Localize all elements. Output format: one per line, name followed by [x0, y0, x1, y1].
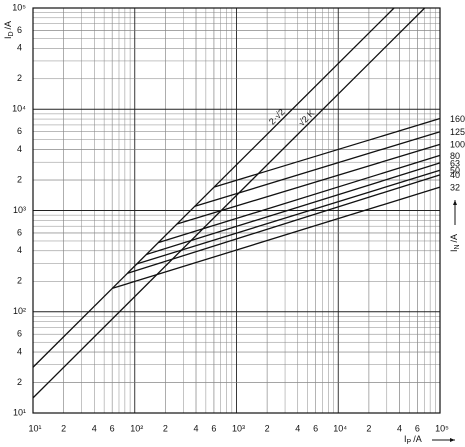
- series-label: 160: [450, 114, 465, 124]
- series-line: [194, 131, 441, 207]
- y-tick-label: 6: [17, 227, 22, 237]
- y-tick-label: 4: [17, 43, 22, 53]
- x-tick-label: 6: [110, 423, 115, 433]
- x-tick-label: 4: [194, 423, 199, 433]
- x-arrow-head: [450, 438, 455, 442]
- x-tick-label: 6: [415, 423, 420, 433]
- x-tick-label: 4: [397, 423, 402, 433]
- series-line: [136, 169, 441, 265]
- series-label: 80: [450, 151, 460, 161]
- x-tick-label: 4: [92, 423, 97, 433]
- series-label: 2·√2: [267, 107, 287, 127]
- legend-label-unit: /A: [449, 234, 459, 243]
- y-label-unit: /A: [3, 21, 13, 30]
- x-tick-label: 10¹: [28, 423, 41, 433]
- y-label-symbol: I: [3, 37, 13, 40]
- series-line: [32, 7, 395, 368]
- y-tick-label: 6: [17, 329, 22, 339]
- x-tick-label: 4: [295, 423, 300, 433]
- y-axis-label: ID/A: [3, 21, 14, 39]
- y-tick-label: 10⁵: [12, 2, 26, 12]
- y-tick-label: 4: [17, 245, 22, 255]
- y-label-subscript: D: [8, 31, 15, 36]
- series-line: [176, 143, 441, 225]
- series-line: [213, 117, 441, 188]
- series-label: 40: [450, 170, 460, 180]
- y-tick-label: 2: [17, 377, 22, 387]
- y-tick-label: 6: [17, 25, 22, 35]
- y-tick-label: 4: [17, 144, 22, 154]
- y-tick-label: 10⁴: [12, 104, 26, 114]
- series-line: [32, 7, 426, 399]
- x-label-subscript: P: [407, 439, 412, 446]
- series-line: [127, 174, 441, 274]
- x-label-unit: /A: [413, 434, 422, 444]
- x-tick-label: 10³: [232, 423, 245, 433]
- series-label: 63: [450, 158, 460, 168]
- y-tick-label: 10²: [13, 306, 26, 316]
- plot-frame: [32, 7, 441, 414]
- x-tick-label: 2: [163, 423, 168, 433]
- series-label: 32: [450, 183, 460, 193]
- x-tick-label: 6: [211, 423, 216, 433]
- x-tick-label: 10⁴: [333, 423, 347, 433]
- x-tick-label: 6: [313, 423, 318, 433]
- x-tick-label: 2: [366, 423, 371, 433]
- series-line: [111, 186, 441, 290]
- legend-label: IN/A: [449, 234, 460, 252]
- x-label-symbol: I: [404, 434, 407, 444]
- series-label: 50: [450, 166, 460, 176]
- y-tick-label: 6: [17, 126, 22, 136]
- series-label: 125: [450, 127, 465, 137]
- y-tick-label: 2: [17, 73, 22, 83]
- y-tick-label: 2: [17, 276, 22, 286]
- y-tick-label: 10¹: [13, 407, 26, 417]
- y-tick-label: 2: [17, 174, 22, 184]
- legend-label-symbol: I: [449, 250, 459, 253]
- series-label: 100: [450, 140, 465, 150]
- legend-arrow-head: [453, 200, 457, 205]
- y-tick-label: 10³: [13, 205, 26, 215]
- series-line: [158, 154, 441, 244]
- x-axis-label: IP/A: [404, 434, 422, 445]
- x-tick-label: 10²: [130, 423, 143, 433]
- grid: [32, 7, 441, 414]
- series-line: [146, 162, 441, 256]
- y-tick-label: 4: [17, 346, 22, 356]
- x-tick-label: 10⁵: [435, 423, 449, 433]
- legend-label-subscript: N: [454, 244, 461, 249]
- x-tick-label: 2: [265, 423, 270, 433]
- x-tick-label: 2: [61, 423, 66, 433]
